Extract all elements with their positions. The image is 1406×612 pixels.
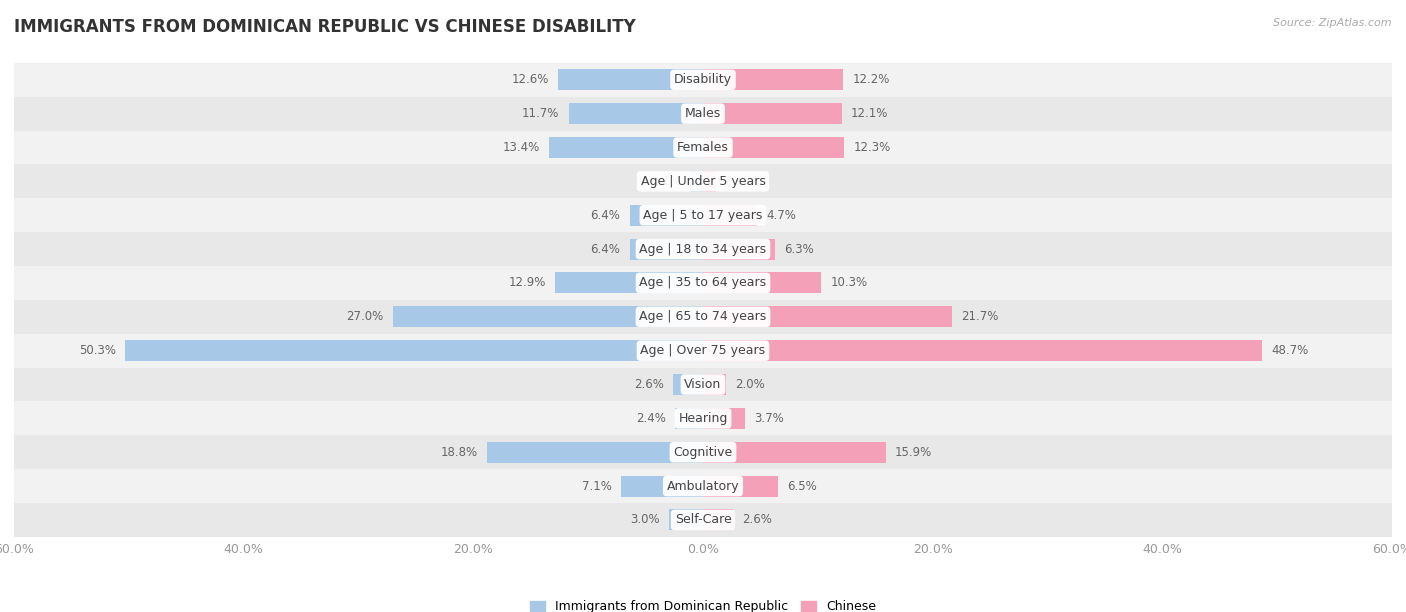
Text: 4.7%: 4.7% bbox=[766, 209, 796, 222]
Text: 1.1%: 1.1% bbox=[725, 175, 755, 188]
Bar bbox=[392, 307, 703, 327]
Bar bbox=[14, 97, 1392, 130]
Bar bbox=[703, 272, 821, 293]
Text: 50.3%: 50.3% bbox=[79, 344, 117, 357]
Text: Males: Males bbox=[685, 107, 721, 120]
Text: IMMIGRANTS FROM DOMINICAN REPUBLIC VS CHINESE DISABILITY: IMMIGRANTS FROM DOMINICAN REPUBLIC VS CH… bbox=[14, 18, 636, 36]
Bar bbox=[703, 307, 952, 327]
Bar bbox=[568, 103, 703, 124]
Bar bbox=[630, 205, 703, 226]
Text: 27.0%: 27.0% bbox=[346, 310, 384, 323]
Bar bbox=[703, 408, 745, 429]
Text: Ambulatory: Ambulatory bbox=[666, 480, 740, 493]
Bar bbox=[703, 476, 778, 496]
Bar bbox=[486, 442, 703, 463]
Bar bbox=[703, 340, 1263, 361]
Bar bbox=[14, 435, 1392, 469]
Legend: Immigrants from Dominican Republic, Chinese: Immigrants from Dominican Republic, Chin… bbox=[526, 595, 880, 612]
Text: Age | 5 to 17 years: Age | 5 to 17 years bbox=[644, 209, 762, 222]
Bar bbox=[673, 374, 703, 395]
Text: 10.3%: 10.3% bbox=[831, 277, 868, 289]
Text: 15.9%: 15.9% bbox=[894, 446, 932, 459]
Bar bbox=[703, 509, 733, 531]
Bar bbox=[14, 232, 1392, 266]
Bar bbox=[14, 334, 1392, 368]
Bar bbox=[703, 69, 844, 91]
Text: 12.6%: 12.6% bbox=[512, 73, 550, 86]
Bar bbox=[14, 266, 1392, 300]
Bar bbox=[14, 165, 1392, 198]
Text: Source: ZipAtlas.com: Source: ZipAtlas.com bbox=[1274, 18, 1392, 28]
Text: 2.4%: 2.4% bbox=[637, 412, 666, 425]
Bar bbox=[703, 374, 725, 395]
Text: Hearing: Hearing bbox=[678, 412, 728, 425]
Text: Vision: Vision bbox=[685, 378, 721, 391]
Text: Cognitive: Cognitive bbox=[673, 446, 733, 459]
Bar bbox=[703, 171, 716, 192]
Bar bbox=[630, 239, 703, 259]
Text: Age | Under 5 years: Age | Under 5 years bbox=[641, 175, 765, 188]
Bar bbox=[690, 171, 703, 192]
Text: 2.0%: 2.0% bbox=[735, 378, 765, 391]
Text: Age | Over 75 years: Age | Over 75 years bbox=[641, 344, 765, 357]
Text: 18.8%: 18.8% bbox=[441, 446, 478, 459]
Text: 2.6%: 2.6% bbox=[742, 513, 772, 526]
Bar bbox=[555, 272, 703, 293]
Text: 6.4%: 6.4% bbox=[591, 242, 620, 256]
Bar bbox=[703, 137, 844, 158]
Text: 12.3%: 12.3% bbox=[853, 141, 890, 154]
Text: 2.6%: 2.6% bbox=[634, 378, 664, 391]
Bar bbox=[14, 469, 1392, 503]
Bar bbox=[14, 401, 1392, 435]
Bar bbox=[703, 442, 886, 463]
Bar bbox=[14, 198, 1392, 232]
Bar bbox=[14, 63, 1392, 97]
Text: 6.5%: 6.5% bbox=[787, 480, 817, 493]
Text: 6.4%: 6.4% bbox=[591, 209, 620, 222]
Text: Age | 18 to 34 years: Age | 18 to 34 years bbox=[640, 242, 766, 256]
Bar bbox=[550, 137, 703, 158]
Text: Self-Care: Self-Care bbox=[675, 513, 731, 526]
Bar bbox=[14, 300, 1392, 334]
Text: 12.2%: 12.2% bbox=[852, 73, 890, 86]
Text: 21.7%: 21.7% bbox=[962, 310, 998, 323]
Text: 1.1%: 1.1% bbox=[651, 175, 681, 188]
Bar bbox=[703, 205, 756, 226]
Text: 48.7%: 48.7% bbox=[1271, 344, 1309, 357]
Text: Age | 35 to 64 years: Age | 35 to 64 years bbox=[640, 277, 766, 289]
Bar bbox=[703, 103, 842, 124]
Bar bbox=[558, 69, 703, 91]
Text: 7.1%: 7.1% bbox=[582, 480, 612, 493]
Bar bbox=[621, 476, 703, 496]
Text: Age | 65 to 74 years: Age | 65 to 74 years bbox=[640, 310, 766, 323]
Bar bbox=[14, 503, 1392, 537]
Text: Females: Females bbox=[678, 141, 728, 154]
Text: 6.3%: 6.3% bbox=[785, 242, 814, 256]
Bar bbox=[675, 408, 703, 429]
Text: 13.4%: 13.4% bbox=[503, 141, 540, 154]
Text: Disability: Disability bbox=[673, 73, 733, 86]
Text: 12.9%: 12.9% bbox=[509, 277, 546, 289]
Text: 12.1%: 12.1% bbox=[851, 107, 889, 120]
Bar bbox=[703, 239, 775, 259]
Bar bbox=[14, 368, 1392, 401]
Text: 3.0%: 3.0% bbox=[630, 513, 659, 526]
Bar bbox=[14, 130, 1392, 165]
Text: 11.7%: 11.7% bbox=[522, 107, 560, 120]
Bar bbox=[669, 509, 703, 531]
Text: 3.7%: 3.7% bbox=[755, 412, 785, 425]
Bar bbox=[125, 340, 703, 361]
